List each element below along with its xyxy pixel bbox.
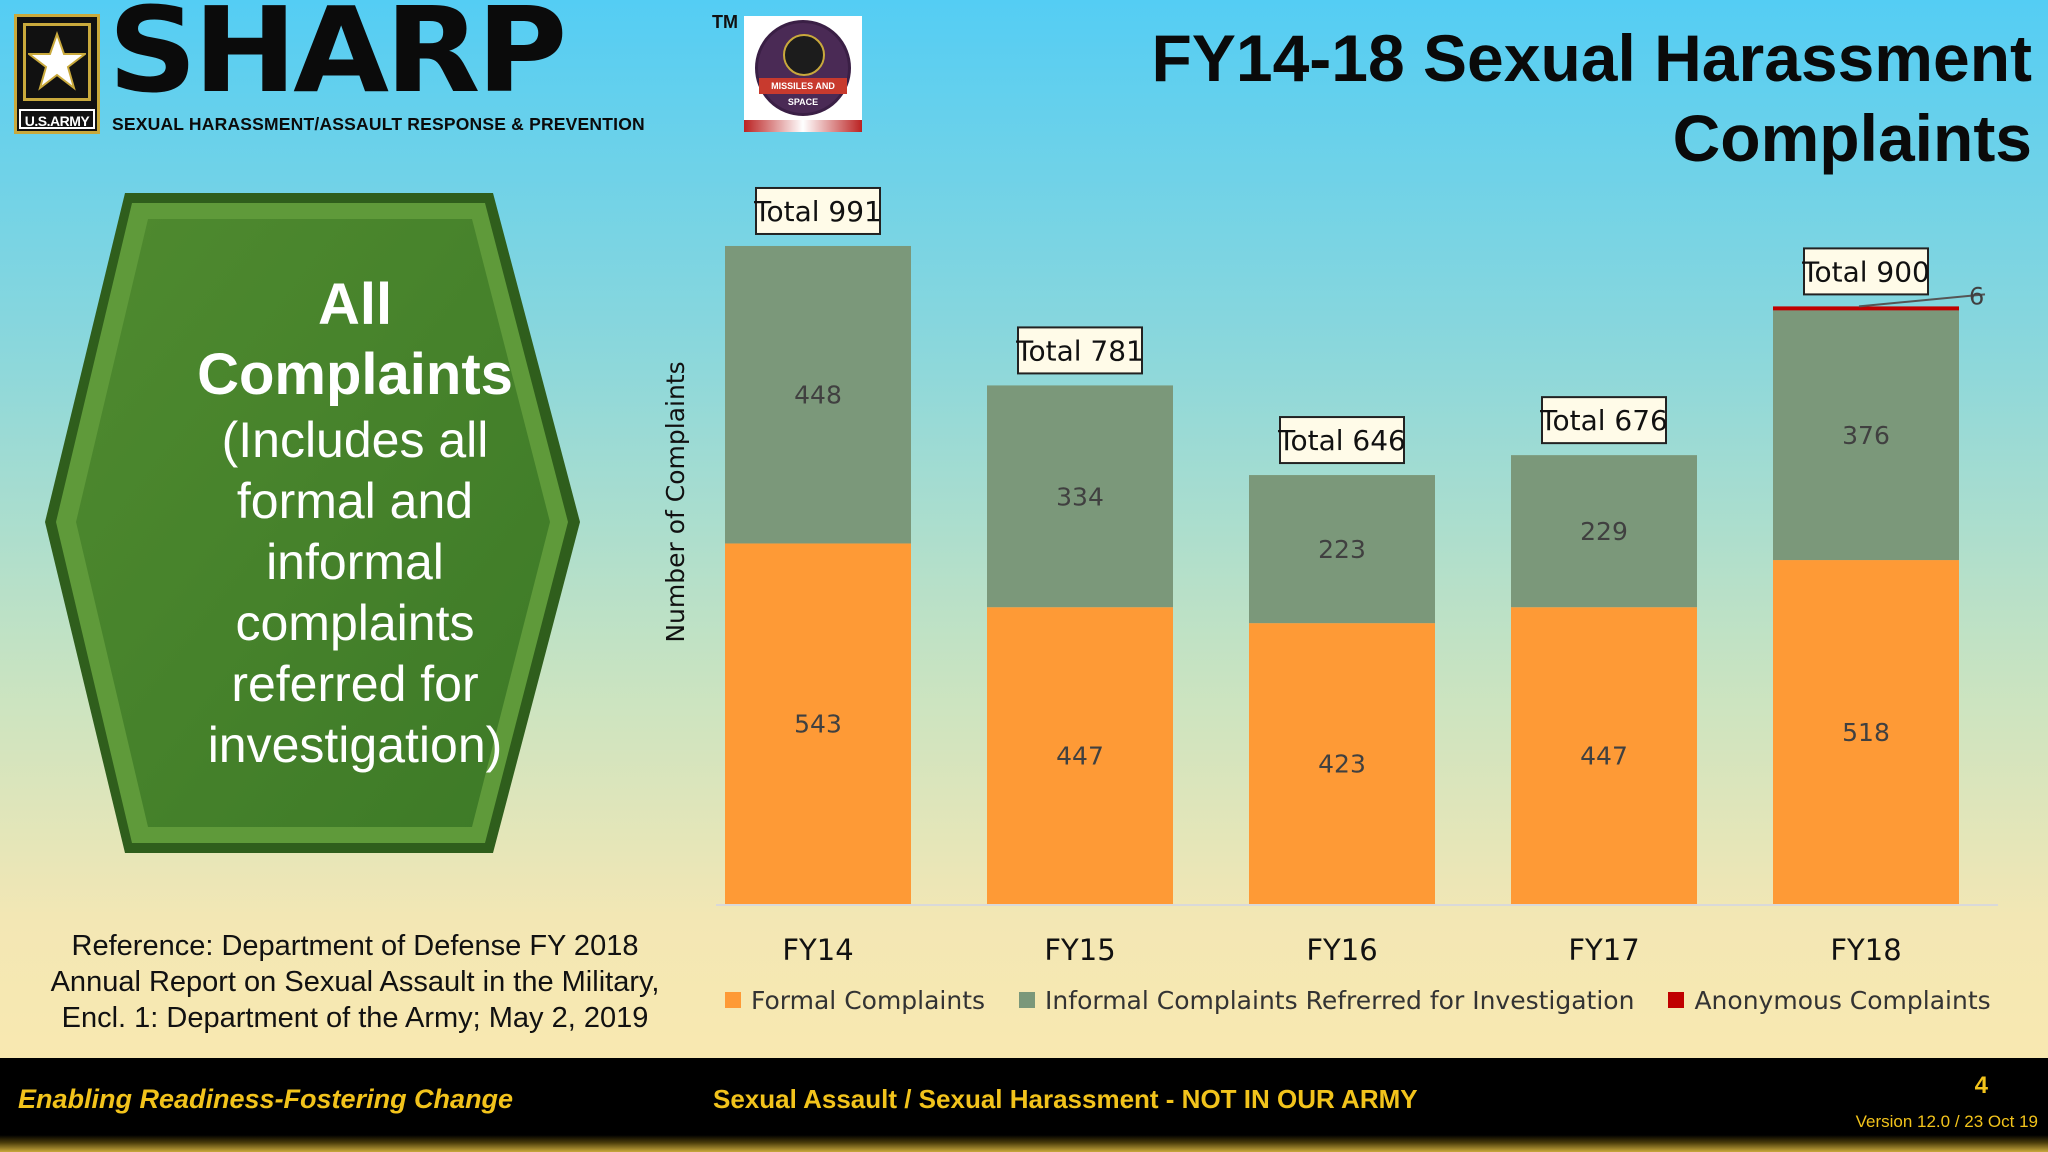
reference-note: Reference: Department of Defense FY 2018… <box>20 928 690 1036</box>
total-label: Total 781 <box>1015 334 1144 367</box>
y-axis-label: Number of Complaints <box>661 361 690 642</box>
bar-segment-fy18-s0 <box>1773 560 1959 904</box>
chevron-arrow-shape <box>45 193 580 853</box>
legend-item: Formal Complaints <box>725 986 985 1015</box>
footer-slogan: Enabling Readiness-Fostering Change <box>18 1084 514 1114</box>
footer-center-text: Sexual Assault / Sexual Harassment - NOT… <box>713 1084 1418 1114</box>
title-line-1: FY14-18 Sexual Harassment <box>1151 21 2032 95</box>
bar-segment-fy16-s1 <box>1249 475 1435 624</box>
total-label-box <box>1541 396 1667 445</box>
army-badge-text: U.S.ARMY <box>19 109 95 129</box>
total-label: Total 676 <box>1539 404 1668 437</box>
reference-line-2: Annual Report on Sexual Assault in the M… <box>50 966 660 998</box>
page-title: FY14-18 Sexual Harassment Complaints <box>1032 18 2032 178</box>
all-complaints-callout: All Complaints (Includes all formal and … <box>40 185 590 865</box>
data-label: 376 <box>1842 421 1890 450</box>
reference-line-3: Encl. 1: Department of the Army; May 2, … <box>61 1002 649 1034</box>
leader-line <box>1858 293 1986 308</box>
data-label: 518 <box>1842 718 1890 747</box>
page-number: 4 <box>1974 1072 1988 1099</box>
total-label-box <box>1017 326 1143 375</box>
bar-segment-fy14-s0 <box>725 543 911 904</box>
title-line-2: Complaints <box>1672 101 2032 175</box>
data-label: 6 <box>1969 282 1984 310</box>
callout-line: investigation) <box>207 717 503 773</box>
legend-label: Anonymous Complaints <box>1694 985 1991 1015</box>
army-logo: U.S.ARMY <box>14 14 100 134</box>
total-label: Total 646 <box>1277 424 1406 457</box>
bar-segment-fy14-s1 <box>725 245 911 544</box>
legend-label: Formal Complaints <box>751 985 986 1015</box>
data-label: 448 <box>794 381 842 410</box>
data-label: 334 <box>1056 482 1104 511</box>
total-label: Total 991 <box>753 195 882 228</box>
bar-segment-fy17-s0 <box>1511 607 1697 904</box>
legend-item: Informal Complaints Refrerred for Invest… <box>1019 986 1634 1015</box>
sharp-tagline: SEXUAL HARASSMENT/ASSAULT RESPONSE & PRE… <box>112 114 645 134</box>
bar-segment-fy17-s1 <box>1511 455 1697 608</box>
data-label: 543 <box>794 710 842 739</box>
callout-line: complaints <box>235 595 475 651</box>
x-tick-label: FY17 <box>1568 933 1639 967</box>
legend-swatch <box>1668 992 1685 1008</box>
legend-swatch <box>725 992 741 1008</box>
legend-item: Anonymous Complaints <box>1668 985 1991 1015</box>
x-tick-label: FY18 <box>1830 933 1901 967</box>
callout-line: (Includes all <box>221 412 489 468</box>
data-label: 223 <box>1318 535 1366 564</box>
data-label: 423 <box>1318 750 1366 779</box>
bar-segment-fy15-s1 <box>987 385 1173 608</box>
callout-line: formal and <box>236 473 474 529</box>
trademark: TM <box>712 12 738 32</box>
bar-segment-fy18-s1 <box>1773 310 1959 561</box>
army-star-icon <box>23 23 91 101</box>
bar-segment-fy16-s0 <box>1249 623 1435 904</box>
callout-heading-1: All <box>317 272 393 337</box>
total-label-box <box>755 186 881 235</box>
bar-segment-fy15-s0 <box>987 607 1173 904</box>
version-text: Version 12.0 / 23 Oct 19 <box>1855 1112 2038 1131</box>
reference-line-1: Reference: Department of Defense FY 2018 <box>71 930 639 962</box>
total-label-box <box>1279 416 1405 465</box>
callout-line: referred for <box>231 656 479 712</box>
data-label: 447 <box>1056 742 1104 771</box>
legend-swatch <box>1019 992 1036 1008</box>
x-tick-label: FY14 <box>782 933 853 967</box>
sharp-logo-text: SHARP <box>108 0 567 120</box>
command-patch-text: MISSILES AND SPACE <box>759 78 847 107</box>
callout-line: informal <box>266 534 444 590</box>
legend-label: Informal Complaints Refrerred for Invest… <box>1045 985 1635 1015</box>
x-tick-label: FY15 <box>1044 933 1115 967</box>
callout-heading-2: Complaints <box>197 342 513 407</box>
data-label: 447 <box>1580 742 1628 771</box>
total-label-box <box>1803 247 1929 296</box>
command-patch-logo: MISSILES AND SPACE <box>744 16 862 132</box>
chart-legend: Formal Complaints Informal Complaints Ref… <box>725 980 2025 1020</box>
x-tick-label: FY16 <box>1306 933 1377 967</box>
footer-bar: Enabling Readiness-Fostering Change Sexu… <box>0 1058 2048 1152</box>
total-label: Total 900 <box>1801 255 1930 288</box>
data-label: 229 <box>1580 517 1628 546</box>
bar-segment-fy18-s2 <box>1773 306 1959 311</box>
